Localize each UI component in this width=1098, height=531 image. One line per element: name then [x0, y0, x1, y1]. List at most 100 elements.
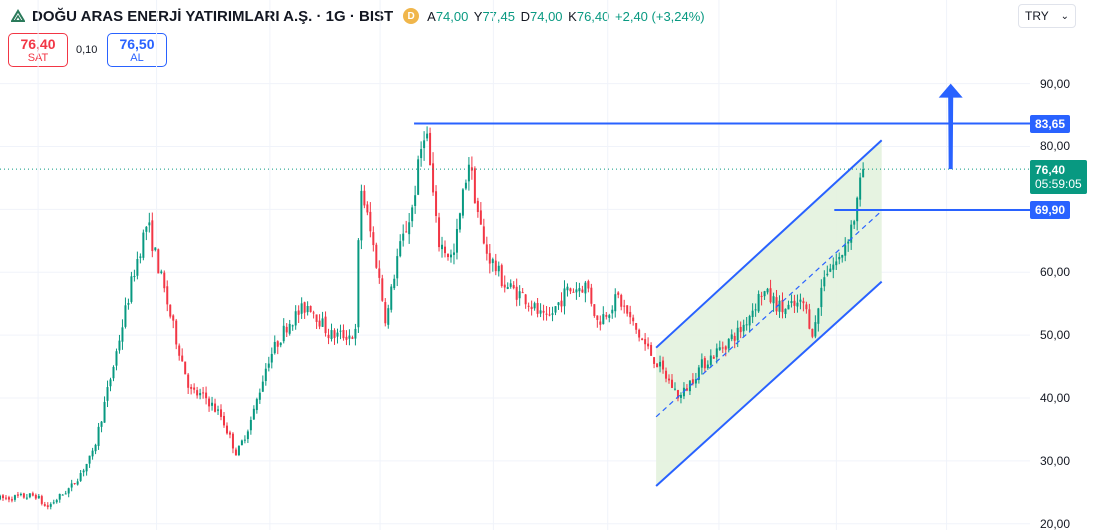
candle-up: [130, 276, 133, 302]
candle-up: [264, 368, 267, 382]
candle-up: [578, 288, 581, 292]
level-price-tag[interactable]: 83,65: [1030, 114, 1071, 133]
candle-down: [73, 483, 76, 485]
price-chart[interactable]: [0, 0, 1030, 530]
candle-down: [345, 336, 348, 340]
candle-up: [757, 294, 760, 312]
candle-up: [452, 252, 455, 255]
bar-countdown: 05:59:05: [1035, 177, 1082, 192]
candle-up: [58, 493, 61, 500]
candle-down: [7, 497, 10, 500]
candle-down: [446, 253, 449, 258]
y-tick-label: 50,00: [1040, 328, 1071, 343]
candle-down: [476, 200, 479, 213]
candle-down: [1, 495, 4, 499]
candle-up: [142, 232, 145, 258]
candle-down: [378, 268, 381, 278]
candle-up: [745, 324, 748, 326]
candle-down: [647, 343, 650, 347]
candle-up: [551, 313, 554, 315]
candle-down: [629, 311, 632, 318]
candle-down: [515, 286, 518, 300]
candle-up: [844, 245, 847, 256]
candle-down: [733, 335, 736, 341]
y-tick-label: 20,00: [1040, 516, 1071, 531]
candle-down: [205, 392, 208, 399]
candle-down: [297, 310, 300, 315]
low-label: D: [520, 8, 530, 24]
candle-down: [668, 378, 671, 381]
candle-up: [748, 315, 751, 326]
candle-up: [838, 256, 841, 260]
candle-up: [393, 278, 396, 289]
candle-down: [285, 326, 288, 333]
candle-up: [859, 177, 862, 200]
candle-down: [234, 449, 237, 456]
candle-down: [31, 493, 34, 496]
candle-up: [106, 387, 109, 401]
candle-up: [799, 299, 802, 302]
candle-up: [862, 169, 865, 178]
candle-down: [163, 272, 166, 289]
change-value: +2,40 (+3,24%): [615, 8, 705, 24]
buy-label: AL: [130, 51, 144, 64]
candle-down: [626, 305, 629, 314]
candle-down: [662, 360, 665, 370]
candle-up: [506, 287, 509, 290]
candle-up: [584, 282, 587, 294]
candle-up: [814, 322, 817, 337]
candle-down: [473, 168, 476, 204]
candle-up: [85, 463, 88, 472]
channel-lower-line[interactable]: [655, 280, 883, 487]
current-price-tag: 76,40 05:59:05: [1030, 160, 1087, 195]
symbol-title[interactable]: DOĞU ARAS ENERJİ YATIRIMLARI A.Ş. · 1G ·…: [32, 7, 394, 25]
y-tick-label: 90,00: [1040, 76, 1071, 91]
candle-up: [273, 341, 276, 354]
up-arrow-icon[interactable]: [938, 83, 963, 170]
candle-down: [184, 361, 187, 375]
candle-up: [348, 335, 351, 339]
candle-up: [449, 254, 452, 258]
candle-down: [34, 494, 37, 499]
candle-up: [575, 289, 578, 293]
candle-down: [366, 204, 369, 213]
candle-down: [485, 244, 488, 254]
candle-down: [572, 291, 575, 293]
candle-down: [802, 301, 805, 304]
candle-up: [420, 149, 423, 159]
candle-up: [411, 207, 414, 222]
candle-down: [220, 409, 223, 417]
channel-median-line[interactable]: [655, 210, 883, 418]
candle-down: [665, 370, 668, 379]
candle-up: [109, 379, 112, 387]
candle-up: [679, 394, 682, 398]
channel-upper-line[interactable]: [655, 139, 883, 349]
candle-down: [781, 300, 784, 313]
candle-up: [133, 276, 136, 278]
candle-down: [488, 253, 491, 264]
candle-down: [315, 314, 318, 322]
candle-up: [694, 379, 697, 384]
candle-up: [659, 361, 662, 367]
candle-down: [157, 249, 160, 274]
candle-down: [644, 339, 647, 345]
candle-down: [769, 288, 772, 303]
candle-up: [390, 286, 393, 310]
candle-down: [40, 496, 43, 504]
price-axis[interactable]: 90,0080,0070,0060,0050,0040,0030,0020,00…: [1030, 0, 1098, 531]
candle-down: [214, 403, 217, 412]
candle-down: [187, 374, 190, 388]
candle-up: [258, 392, 261, 400]
candle-down: [760, 295, 763, 297]
candle-up: [64, 493, 67, 495]
candle-up: [112, 366, 115, 379]
candle-down: [43, 504, 46, 506]
candle-up: [611, 309, 614, 314]
currency-select[interactable]: TRY ⌄: [1018, 4, 1076, 28]
candle-up: [709, 355, 712, 365]
candle-up: [763, 291, 766, 297]
candle-up: [336, 332, 339, 337]
candle-down: [151, 220, 154, 252]
level-price-tag[interactable]: 69,90: [1030, 200, 1071, 219]
candle-down: [536, 303, 539, 314]
